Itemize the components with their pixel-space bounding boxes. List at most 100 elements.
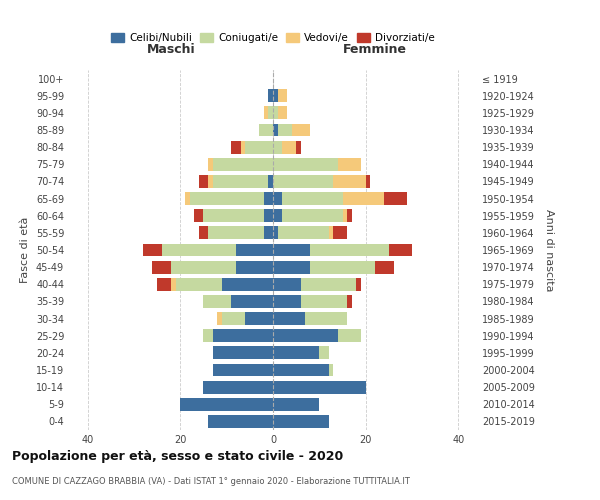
Bar [301,295,347,308]
Bar [203,210,264,222]
Bar [310,244,389,256]
Bar [301,278,356,290]
Bar [273,226,278,239]
Bar [347,210,352,222]
Bar [278,90,287,102]
Bar [217,312,222,325]
Bar [162,244,236,256]
Bar [268,90,273,102]
Bar [375,260,394,274]
Bar [241,140,245,153]
Bar [194,210,203,222]
Bar [273,364,329,376]
Bar [384,192,407,205]
Bar [203,295,231,308]
Bar [305,312,347,325]
Bar [282,140,296,153]
Bar [273,415,329,428]
Bar [268,175,273,188]
Bar [264,106,268,120]
Text: Popolazione per età, sesso e stato civile - 2020: Popolazione per età, sesso e stato civil… [12,450,343,463]
Bar [213,175,268,188]
Bar [143,244,162,256]
Bar [273,278,301,290]
Bar [343,192,384,205]
Bar [208,226,264,239]
Bar [329,364,333,376]
Bar [347,295,352,308]
Bar [273,90,278,102]
Bar [236,244,273,256]
Bar [231,295,273,308]
Bar [152,260,171,274]
Bar [273,140,282,153]
Bar [176,278,222,290]
Bar [292,124,310,136]
Bar [203,380,273,394]
Bar [338,158,361,170]
Bar [199,226,208,239]
Bar [190,192,264,205]
Bar [356,278,361,290]
Bar [278,106,287,120]
Y-axis label: Anni di nascita: Anni di nascita [544,209,554,291]
Bar [208,415,273,428]
Bar [222,278,273,290]
Text: Femmine: Femmine [343,44,407,57]
Bar [273,330,338,342]
Bar [319,346,329,360]
Bar [278,124,292,136]
Bar [273,175,333,188]
Bar [273,158,338,170]
Bar [273,260,310,274]
Bar [203,330,213,342]
Bar [245,140,273,153]
Bar [245,312,273,325]
Bar [310,260,375,274]
Bar [273,398,319,410]
Bar [333,175,366,188]
Bar [208,175,213,188]
Bar [213,330,273,342]
Bar [273,346,319,360]
Bar [278,226,329,239]
Bar [264,192,273,205]
Bar [231,140,241,153]
Bar [329,226,333,239]
Bar [222,312,245,325]
Bar [157,278,171,290]
Bar [171,278,176,290]
Bar [273,124,278,136]
Bar [273,380,366,394]
Bar [343,210,347,222]
Bar [213,158,273,170]
Text: Maschi: Maschi [146,44,196,57]
Bar [333,226,347,239]
Bar [213,364,273,376]
Bar [273,295,301,308]
Bar [264,210,273,222]
Bar [199,175,208,188]
Text: COMUNE DI CAZZAGO BRABBIA (VA) - Dati ISTAT 1° gennaio 2020 - Elaborazione TUTTI: COMUNE DI CAZZAGO BRABBIA (VA) - Dati IS… [12,478,410,486]
Bar [185,192,190,205]
Bar [273,192,282,205]
Bar [273,312,305,325]
Y-axis label: Fasce di età: Fasce di età [20,217,30,283]
Bar [389,244,412,256]
Bar [171,260,236,274]
Bar [282,192,343,205]
Bar [236,260,273,274]
Bar [259,124,273,136]
Bar [282,210,343,222]
Bar [296,140,301,153]
Bar [366,175,370,188]
Legend: Celibi/Nubili, Coniugati/e, Vedovi/e, Divorziati/e: Celibi/Nubili, Coniugati/e, Vedovi/e, Di… [107,28,439,47]
Bar [268,106,273,120]
Bar [180,398,273,410]
Bar [273,106,278,120]
Bar [213,346,273,360]
Bar [264,226,273,239]
Bar [273,244,310,256]
Bar [273,210,282,222]
Bar [338,330,361,342]
